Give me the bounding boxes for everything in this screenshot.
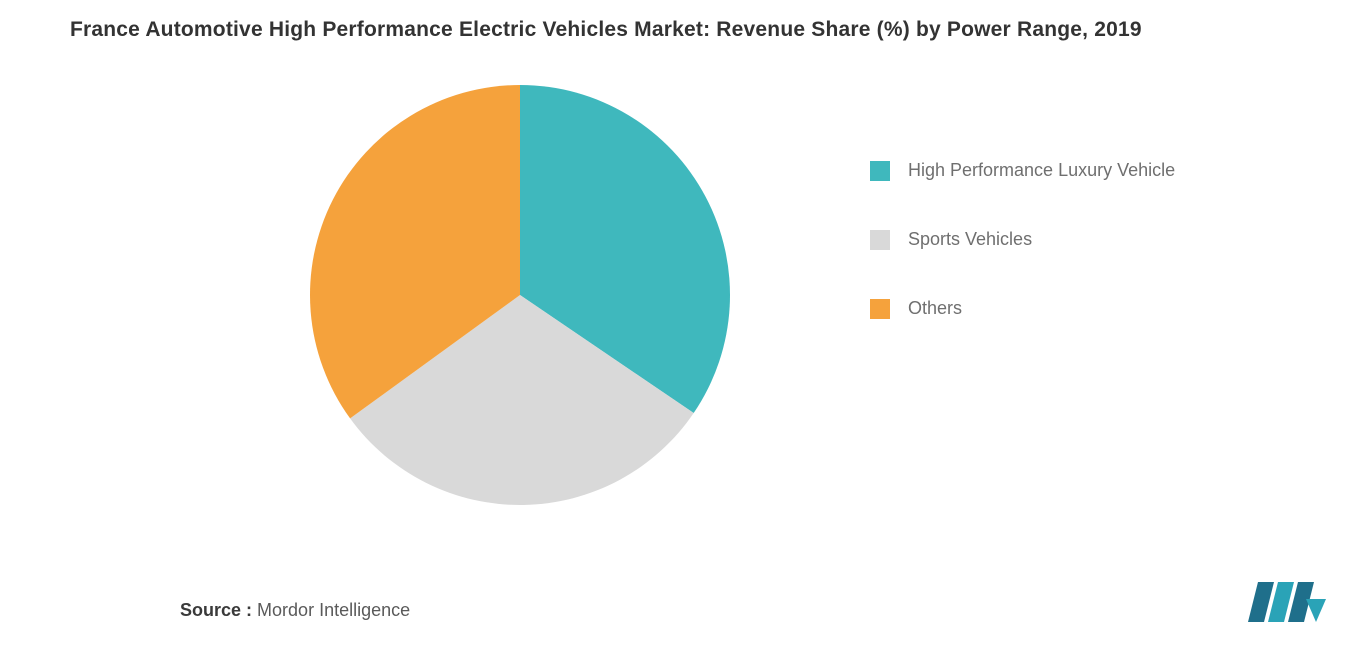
legend-item: Sports Vehicles [870, 229, 1175, 250]
legend-label: High Performance Luxury Vehicle [908, 160, 1175, 181]
legend-label: Sports Vehicles [908, 229, 1032, 250]
brand-logo-svg [1248, 579, 1326, 625]
legend-swatch [870, 299, 890, 319]
pie-chart [300, 75, 740, 515]
source-label: Source : [180, 600, 252, 620]
legend-swatch [870, 230, 890, 250]
pie-svg [300, 75, 740, 515]
legend: High Performance Luxury Vehicle Sports V… [870, 160, 1175, 319]
source-attribution: Source : Mordor Intelligence [180, 600, 410, 621]
legend-item: Others [870, 298, 1175, 319]
legend-swatch [870, 161, 890, 181]
legend-label: Others [908, 298, 962, 319]
chart-title: France Automotive High Performance Elect… [70, 18, 1142, 42]
brand-logo [1248, 579, 1326, 625]
legend-item: High Performance Luxury Vehicle [870, 160, 1175, 181]
source-value: Mordor Intelligence [257, 600, 410, 620]
logo-accent [1306, 599, 1326, 622]
